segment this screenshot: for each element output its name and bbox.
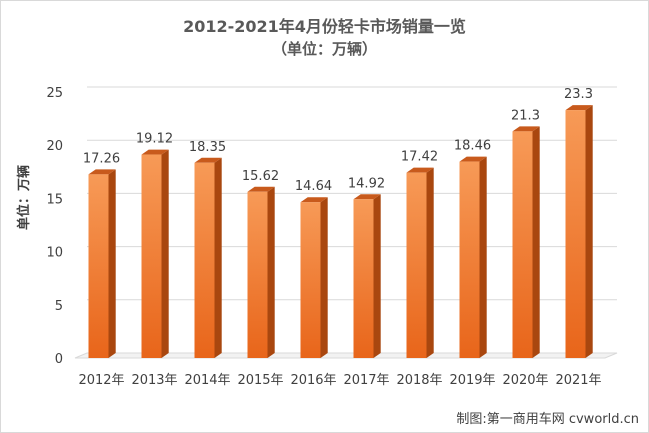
data-label: 18.46 bbox=[454, 139, 491, 154]
bar-front-face bbox=[459, 161, 480, 358]
x-tick-label: 2020年 bbox=[502, 373, 548, 388]
bar-side-face bbox=[214, 157, 222, 358]
x-tick-label: 2018年 bbox=[396, 373, 442, 388]
bar bbox=[353, 194, 381, 358]
bar-front-face bbox=[247, 191, 268, 358]
bar-top-face bbox=[459, 156, 487, 162]
bar-front-face bbox=[141, 154, 162, 358]
x-tick-label: 2021年 bbox=[555, 373, 601, 388]
bar bbox=[406, 167, 434, 358]
bar-top-face bbox=[406, 167, 434, 173]
data-label: 18.35 bbox=[189, 140, 226, 155]
data-label: 17.42 bbox=[401, 150, 438, 165]
bar-top-face bbox=[88, 169, 116, 175]
y-tick-label: 0 bbox=[55, 352, 63, 367]
bar-front-face bbox=[512, 131, 533, 358]
bar-side-face bbox=[373, 194, 381, 358]
bar-front-face bbox=[88, 174, 109, 358]
bar-front-face bbox=[565, 110, 586, 358]
bar bbox=[565, 105, 593, 358]
bar bbox=[247, 186, 275, 358]
bar-side-face bbox=[108, 169, 116, 358]
chart-title: 2012-2021年4月份轻卡市场销量一览 bbox=[183, 17, 466, 36]
bar-front-face bbox=[194, 162, 215, 358]
bar-side-face bbox=[532, 126, 540, 358]
source-credit: 制图:第一商用车网 cvworld.cn bbox=[456, 412, 639, 427]
bar-top-face bbox=[353, 194, 381, 200]
y-tick-label: 10 bbox=[46, 246, 63, 261]
data-label: 21.3 bbox=[511, 108, 540, 123]
bar-top-face bbox=[194, 157, 222, 163]
bar-side-face bbox=[585, 105, 593, 358]
bar bbox=[141, 149, 169, 358]
data-label: 23.3 bbox=[564, 87, 593, 102]
bar bbox=[459, 156, 487, 358]
bar bbox=[88, 169, 116, 358]
bar-top-face bbox=[565, 105, 593, 111]
y-tick-label: 25 bbox=[46, 86, 63, 101]
chart-subtitle: （单位：万辆） bbox=[271, 40, 377, 58]
x-tick-label: 2017年 bbox=[343, 373, 389, 388]
data-label: 19.12 bbox=[136, 132, 173, 147]
data-label: 14.64 bbox=[295, 179, 332, 194]
y-tick-label: 5 bbox=[55, 299, 63, 314]
bar-top-face bbox=[141, 149, 169, 155]
x-tick-label: 2013年 bbox=[131, 373, 177, 388]
x-tick-label: 2019年 bbox=[449, 373, 495, 388]
bar-front-face bbox=[300, 202, 321, 358]
y-tick-label: 20 bbox=[46, 139, 63, 154]
bar-side-face bbox=[479, 156, 487, 358]
x-tick-label: 2012年 bbox=[78, 373, 124, 388]
data-label: 15.62 bbox=[242, 169, 279, 184]
x-tick-label: 2016年 bbox=[290, 373, 336, 388]
bar-top-face bbox=[247, 186, 275, 192]
bar-front-face bbox=[406, 172, 427, 358]
data-label: 14.92 bbox=[348, 176, 385, 191]
bar-side-face bbox=[426, 167, 434, 358]
bar-side-face bbox=[320, 197, 328, 358]
bar bbox=[512, 126, 540, 358]
bar-top-face bbox=[300, 197, 328, 203]
x-tick-label: 2014年 bbox=[184, 373, 230, 388]
x-tick-label: 2015年 bbox=[237, 373, 283, 388]
y-tick-label: 15 bbox=[46, 192, 63, 207]
bar-side-face bbox=[161, 149, 169, 358]
bar-side-face bbox=[267, 186, 275, 358]
bar bbox=[300, 197, 328, 358]
data-label: 17.26 bbox=[83, 151, 120, 166]
bar-front-face bbox=[353, 199, 374, 358]
bar-top-face bbox=[512, 126, 540, 132]
bar bbox=[194, 157, 222, 358]
